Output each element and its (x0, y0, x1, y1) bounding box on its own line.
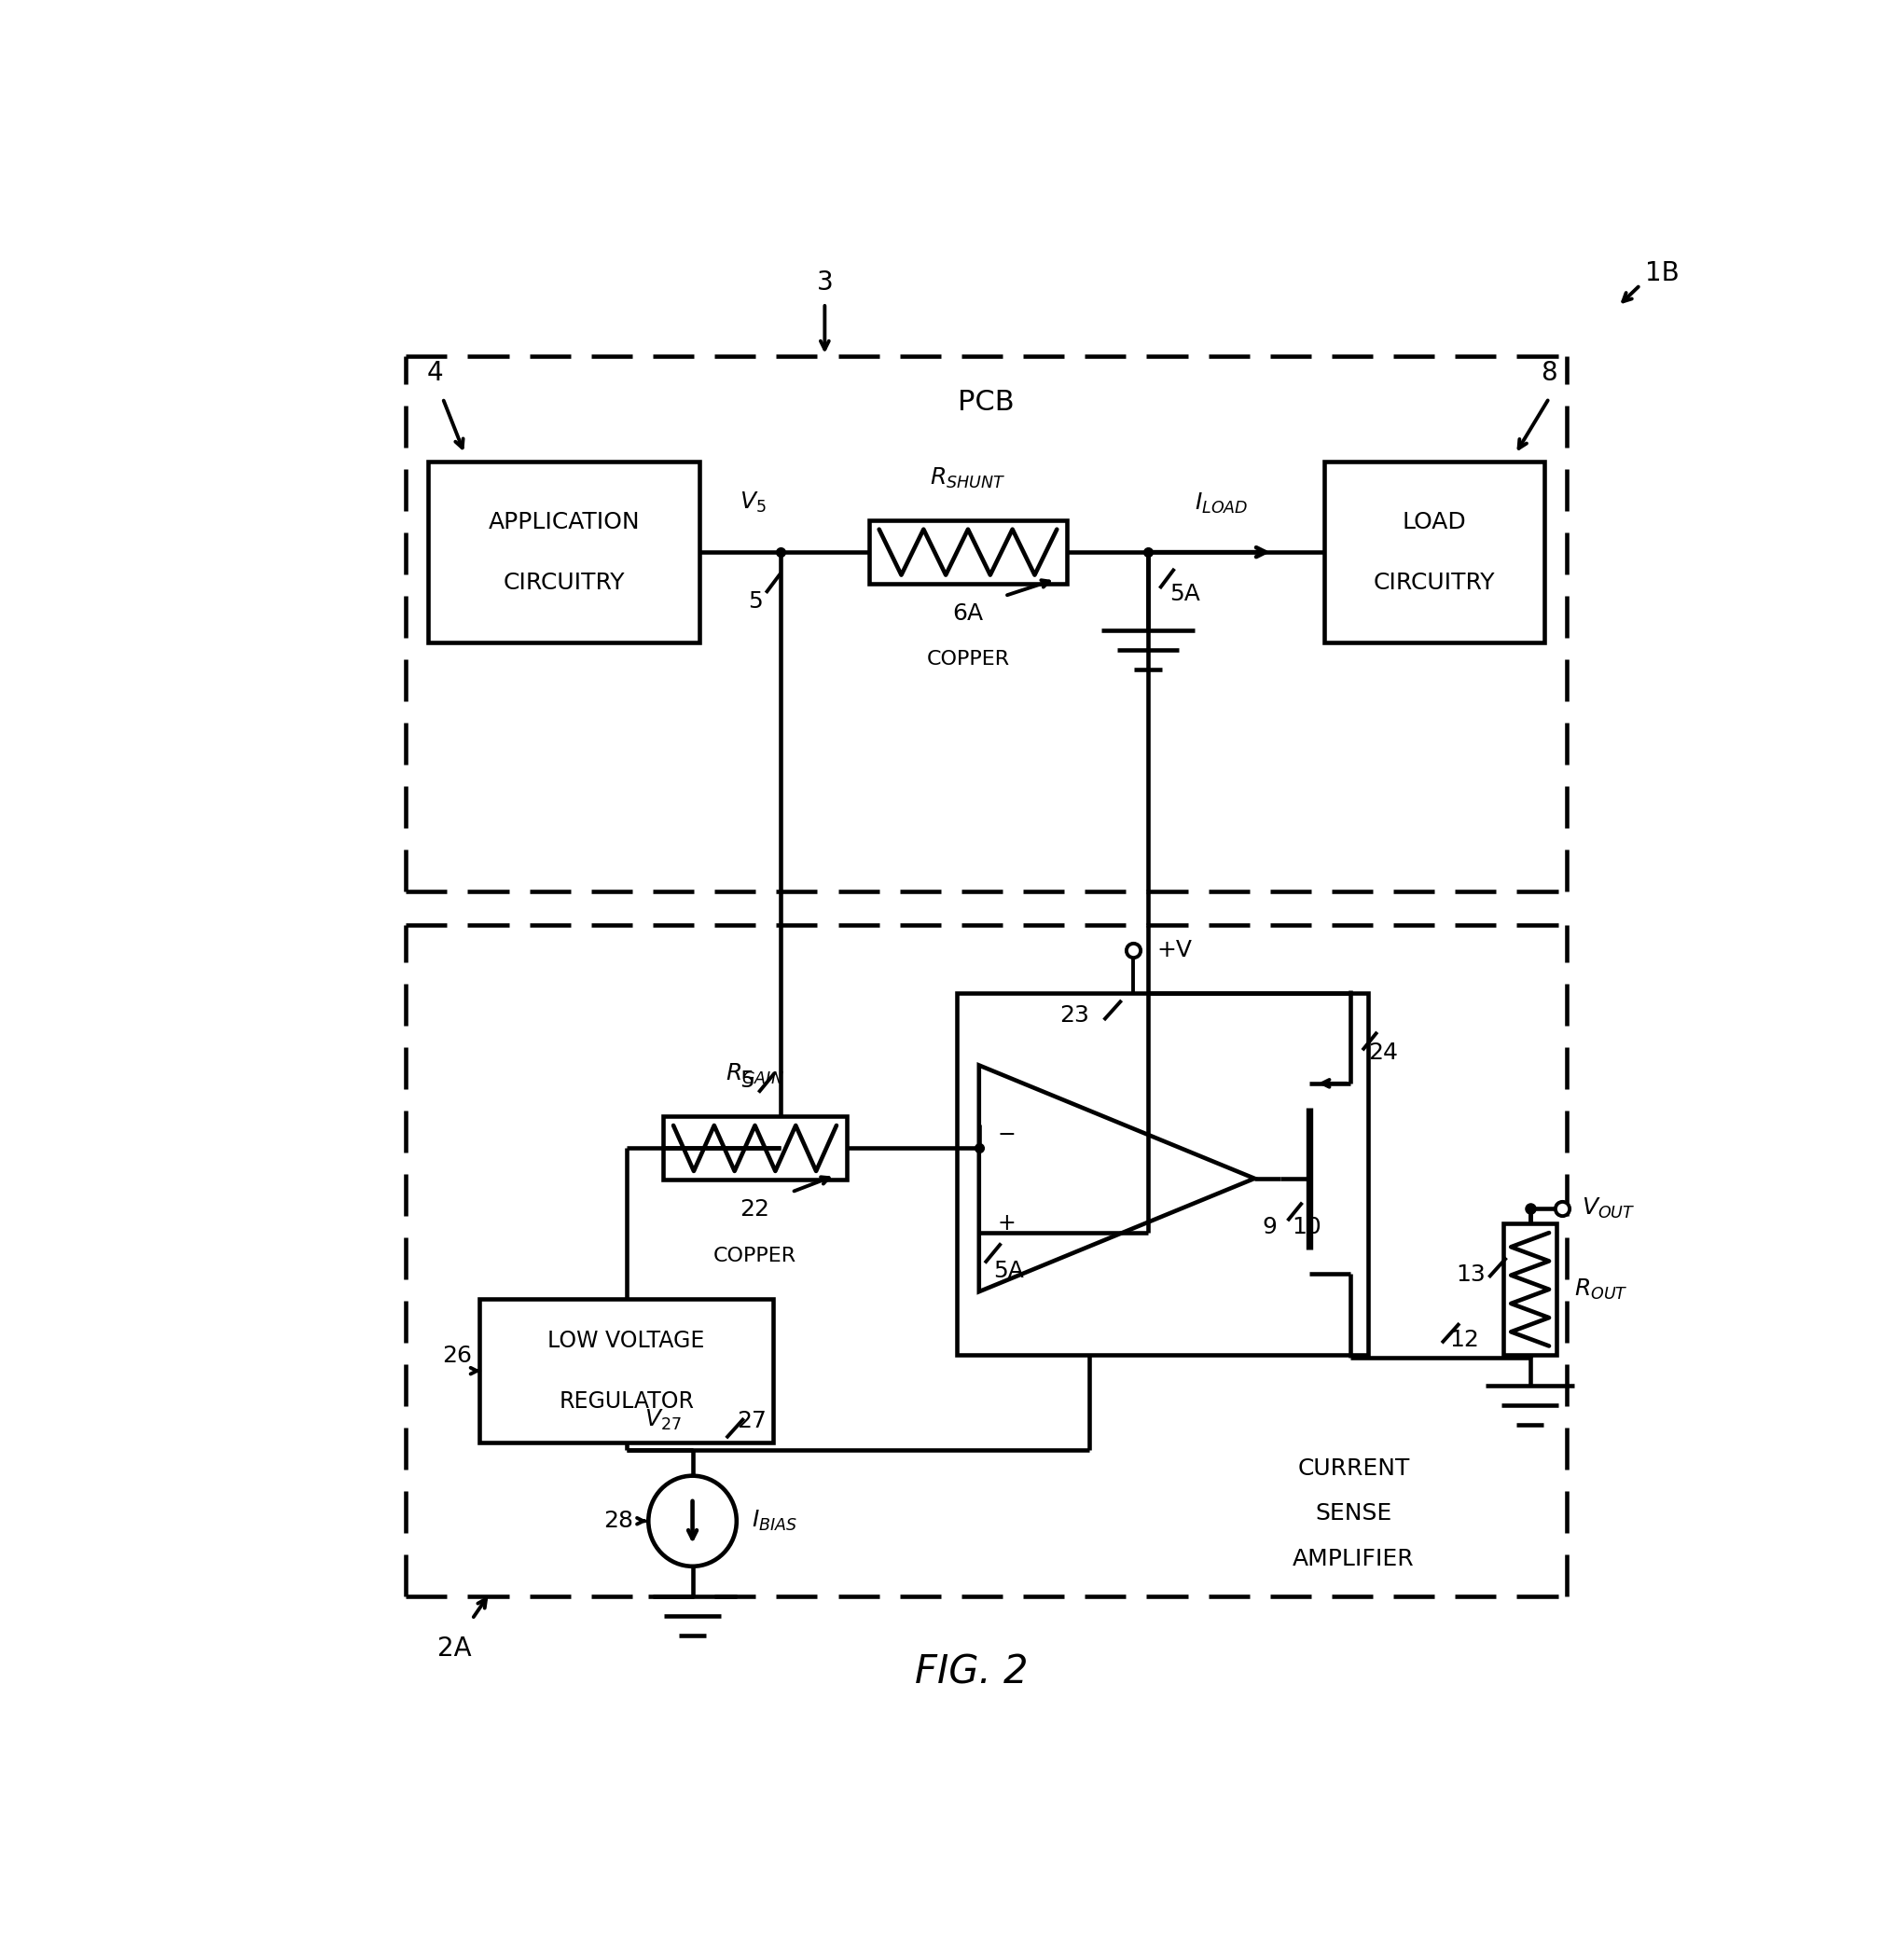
Text: 28: 28 (605, 1509, 633, 1533)
Text: $I_{BIAS}$: $I_{BIAS}$ (750, 1509, 796, 1533)
Text: 22: 22 (739, 1198, 769, 1221)
Text: 23: 23 (1059, 1004, 1088, 1027)
Text: CIRCUITRY: CIRCUITRY (502, 570, 625, 594)
Text: 13: 13 (1455, 1262, 1486, 1286)
Text: $V_{OUT}$: $V_{OUT}$ (1580, 1196, 1633, 1221)
Text: CIRCUITRY: CIRCUITRY (1374, 570, 1495, 594)
Text: 4: 4 (426, 361, 443, 386)
Text: 3: 3 (817, 269, 832, 296)
Text: $R_{SHUNT}$: $R_{SHUNT}$ (930, 466, 1006, 490)
Text: LOW VOLTAGE: LOW VOLTAGE (548, 1329, 705, 1352)
Text: 24: 24 (1368, 1043, 1397, 1064)
Text: 26: 26 (442, 1345, 472, 1366)
Text: $+$: $+$ (997, 1213, 1014, 1235)
Text: $I_{LOAD}$: $I_{LOAD}$ (1194, 492, 1247, 515)
Text: +V: +V (1156, 939, 1192, 962)
Text: $R_{GAIN}$: $R_{GAIN}$ (726, 1062, 785, 1086)
Text: 6A: 6A (951, 602, 984, 625)
Text: FIG. 2: FIG. 2 (915, 1652, 1027, 1691)
Bar (479, 1299, 773, 1443)
Text: AMPLIFIER: AMPLIFIER (1292, 1548, 1414, 1570)
Text: REGULATOR: REGULATOR (559, 1390, 694, 1413)
Text: LOAD: LOAD (1402, 512, 1467, 533)
Text: APPLICATION: APPLICATION (487, 512, 639, 533)
Text: 9: 9 (1262, 1215, 1275, 1239)
Text: CURRENT: CURRENT (1296, 1456, 1410, 1480)
Bar (868, 521, 1067, 584)
Bar (1503, 1223, 1556, 1354)
Text: 10: 10 (1290, 1215, 1321, 1239)
Bar (957, 994, 1368, 1354)
Text: 5A: 5A (993, 1260, 1023, 1282)
Text: COPPER: COPPER (713, 1247, 796, 1264)
Text: PCB: PCB (957, 390, 1014, 416)
Text: $-$: $-$ (997, 1121, 1014, 1145)
Bar (428, 461, 699, 643)
Text: 5: 5 (749, 590, 762, 612)
Bar (663, 1117, 847, 1180)
Text: $R_{OUT}$: $R_{OUT}$ (1573, 1278, 1628, 1301)
Text: 8: 8 (1541, 361, 1556, 386)
Text: $V_{27}$: $V_{27}$ (644, 1407, 680, 1433)
Text: COPPER: COPPER (927, 651, 1008, 668)
Text: 5A: 5A (1169, 582, 1200, 606)
Text: $V_5$: $V_5$ (739, 490, 766, 514)
Text: 5: 5 (739, 1068, 754, 1092)
Text: SENSE: SENSE (1315, 1501, 1391, 1525)
Text: 2A: 2A (438, 1637, 472, 1662)
Bar (1323, 461, 1544, 643)
Text: 12: 12 (1448, 1329, 1478, 1350)
Text: 1B: 1B (1645, 261, 1679, 286)
Text: 27: 27 (735, 1409, 766, 1433)
